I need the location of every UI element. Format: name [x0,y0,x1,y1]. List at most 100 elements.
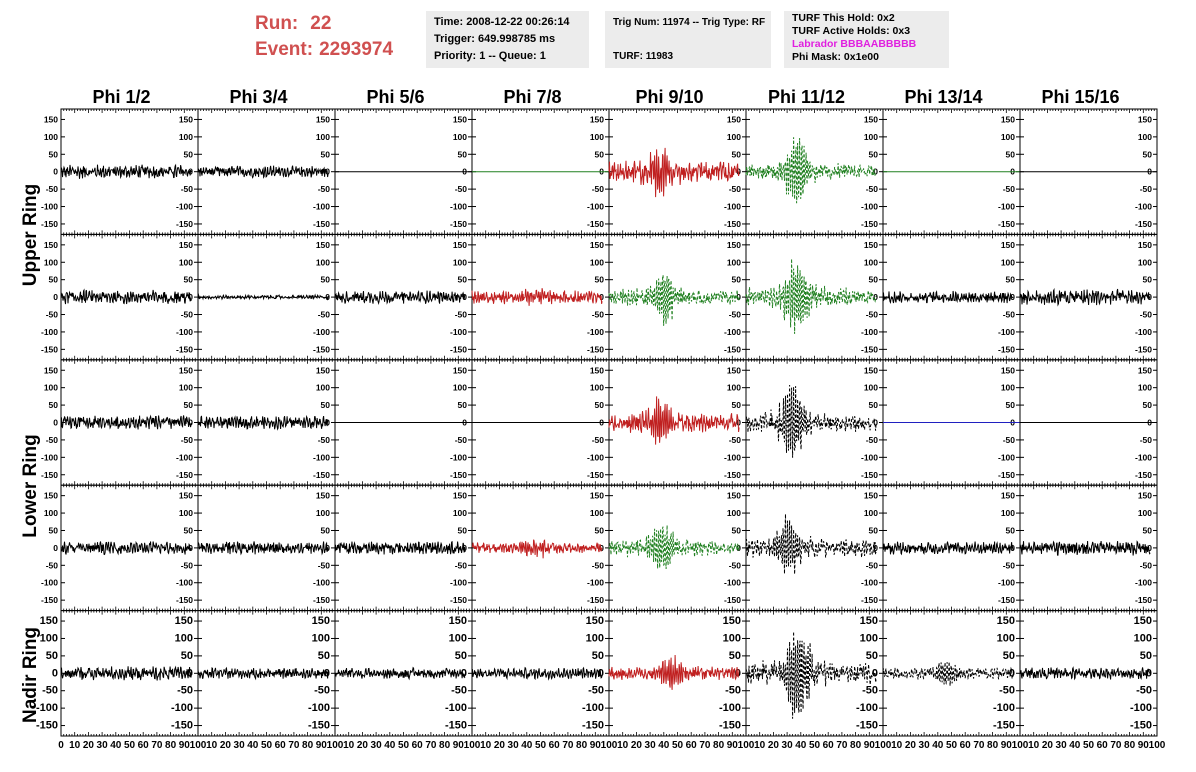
trigger-line: Trigger: 649.998785 ms [434,33,556,45]
y-tick-label: -50 [314,685,330,697]
waveform-trace [745,137,877,204]
y-tick-label: 100 [1138,508,1152,518]
y-tick-label: -100 [587,202,604,212]
y-tick-label: 0 [53,167,58,177]
x-tick-label: 80 [439,740,451,751]
column-header-phi-11-12: Phi 11/12 [767,87,846,107]
y-tick-label: -150 [1135,344,1152,354]
y-tick-label: -150 [313,344,330,354]
y-tick-label: 50 [1006,275,1016,285]
waveform-trace [745,258,877,334]
y-tick-label: 0 [873,292,878,302]
y-tick-label: 150 [175,615,193,627]
y-tick-label: 50 [321,149,331,159]
waveform-trace [471,288,603,306]
y-tick-label: 100 [1001,132,1015,142]
waveform-trace [60,414,192,430]
y-tick-label: -100 [176,578,193,588]
y-tick-label: -50 [181,560,194,570]
y-tick-label: -100 [450,202,467,212]
y-tick-label: -100 [313,452,330,462]
y-tick-label: 0 [873,167,878,177]
y-tick-label: -50 [455,310,468,320]
y-tick-label: 50 [1006,525,1016,535]
y-tick-label: 50 [184,275,194,285]
y-tick-label: -50 [729,435,742,445]
y-tick-label: -50 [181,310,194,320]
y-tick-label: -100 [450,578,467,588]
y-tick-label: -100 [587,452,604,462]
y-tick-label: 150 [44,114,58,124]
y-tick-label: -100 [176,202,193,212]
y-tick-label: 50 [181,650,193,662]
column-header-phi-1-2: Phi 1/2 [92,87,151,107]
y-tick-label: -150 [313,470,330,480]
waveform-trace [471,666,603,681]
y-tick-label: -50 [177,685,193,697]
x-tick-label: 50 [398,740,410,751]
y-tick-label: -150 [861,470,878,480]
x-tick-label: 90 [316,740,328,751]
y-tick-label: 50 [866,650,878,662]
y-tick-label: -100 [998,578,1015,588]
column-header-phi-5-6: Phi 5/6 [366,87,425,107]
y-tick-label: -50 [1003,560,1016,570]
y-tick-label: -150 [724,219,741,229]
y-tick-label: 50 [46,650,58,662]
y-tick-label: -50 [592,560,605,570]
y-tick-label: 100 [179,508,193,518]
y-tick-label: 100 [727,257,741,267]
y-tick-label: -50 [318,184,331,194]
column-header-phi-7-8: Phi 7/8 [503,87,562,107]
y-tick-label: -150 [308,720,330,732]
y-tick-label: 50 [184,525,194,535]
x-tick-label: 30 [782,740,794,751]
y-tick-label: 150 [586,615,604,627]
y-tick-label: 100 [453,257,467,267]
run-label: Run: [255,13,299,34]
y-tick-label: -50 [46,184,59,194]
y-tick-label: -150 [176,219,193,229]
y-tick-label: -150 [856,720,878,732]
y-tick-label: 100 [860,632,878,644]
x-tick-label: 20 [494,740,506,751]
y-tick-label: -50 [866,560,879,570]
y-tick-label: -50 [862,685,878,697]
y-tick-label: 100 [1138,383,1152,393]
y-tick-label: -50 [318,435,331,445]
y-tick-label: -150 [176,344,193,354]
event-value: 2293974 [319,39,394,60]
x-tick-label: 70 [836,740,848,751]
y-tick-label: -150 [41,344,58,354]
y-tick-label: -150 [1135,219,1152,229]
y-tick-label: 0 [188,418,193,428]
y-tick-label: -150 [41,219,58,229]
y-tick-label: 100 [1138,257,1152,267]
y-tick-label: 50 [49,149,59,159]
x-tick-label: 20 [220,740,232,751]
y-tick-label: 150 [316,491,330,501]
y-tick-label: -50 [318,560,331,570]
y-tick-label: -100 [313,578,330,588]
y-tick-label: 150 [179,240,193,250]
y-tick-label: -50 [1140,435,1153,445]
y-tick-label: -100 [1135,578,1152,588]
y-tick-label: 50 [869,400,879,410]
y-tick-label: 50 [595,275,605,285]
y-tick-label: 50 [1143,149,1153,159]
y-tick-label: -150 [450,470,467,480]
y-tick-label: -100 [445,702,467,714]
y-tick-label: -150 [450,219,467,229]
x-tick-label: 20 [631,740,643,751]
y-tick-label: 50 [595,525,605,535]
waveform-trace [197,541,329,556]
y-tick-label: -100 [171,702,193,714]
y-tick-label: 50 [595,400,605,410]
x-tick-label: 10 [754,740,766,751]
y-tick-label: -100 [993,702,1015,714]
y-tick-label: 100 [316,132,330,142]
x-tick-label: 50 [261,740,273,751]
x-tick-label: 80 [713,740,725,751]
y-tick-label: -150 [587,344,604,354]
y-tick-label: 100 [179,257,193,267]
